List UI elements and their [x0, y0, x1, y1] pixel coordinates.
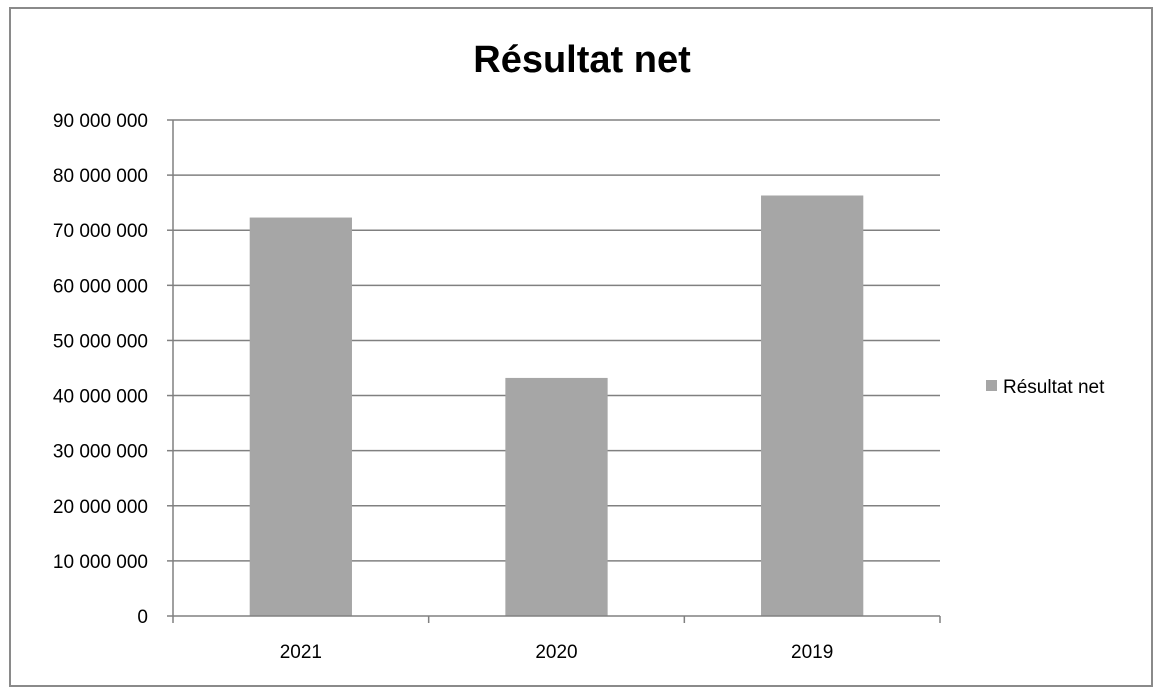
y-tick-label: 0 [137, 607, 148, 628]
y-tick-label: 20 000 000 [53, 497, 148, 518]
legend-swatch [986, 380, 997, 391]
y-tick-label: 80 000 000 [53, 166, 148, 187]
bar-2021 [249, 217, 352, 616]
x-tick-label: 2021 [280, 642, 322, 663]
y-tick-label: 90 000 000 [53, 111, 148, 132]
legend-label: Résultat net [1003, 377, 1105, 398]
bar-2020 [505, 377, 608, 616]
y-tick-label: 30 000 000 [53, 442, 148, 463]
y-tick-label: 50 000 000 [53, 331, 148, 352]
x-tick-label: 2020 [535, 642, 577, 663]
chart-title: Résultat net [473, 39, 691, 81]
y-tick-label: 70 000 000 [53, 221, 148, 242]
legend: Résultat net [986, 377, 1105, 398]
y-tick-label: 10 000 000 [53, 552, 148, 573]
x-axis-tick-labels: 2021 2020 2019 [280, 642, 834, 663]
bars [249, 195, 864, 616]
y-axis-tick-labels: 0 10 000 000 20 000 000 30 000 000 40 000 00… [53, 111, 148, 628]
y-tick-label: 60 000 000 [53, 276, 148, 297]
x-tick-label: 2019 [791, 642, 833, 663]
axes [167, 119, 941, 623]
y-tick-label: 40 000 000 [53, 387, 148, 408]
bar-2019 [761, 195, 864, 616]
